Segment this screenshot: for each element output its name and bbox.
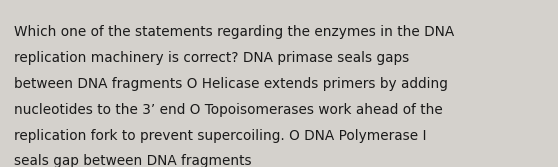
Text: nucleotides to the 3’ end O Topoisomerases work ahead of the: nucleotides to the 3’ end O Topoisomeras… — [14, 103, 442, 117]
Text: seals gap between DNA fragments: seals gap between DNA fragments — [14, 154, 252, 167]
Text: between DNA fragments O Helicase extends primers by adding: between DNA fragments O Helicase extends… — [14, 77, 448, 91]
Text: replication machinery is correct? DNA primase seals gaps: replication machinery is correct? DNA pr… — [14, 51, 409, 65]
Text: Which one of the statements regarding the enzymes in the DNA: Which one of the statements regarding th… — [14, 25, 454, 39]
Text: replication fork to prevent supercoiling. O DNA Polymerase I: replication fork to prevent supercoiling… — [14, 129, 426, 143]
